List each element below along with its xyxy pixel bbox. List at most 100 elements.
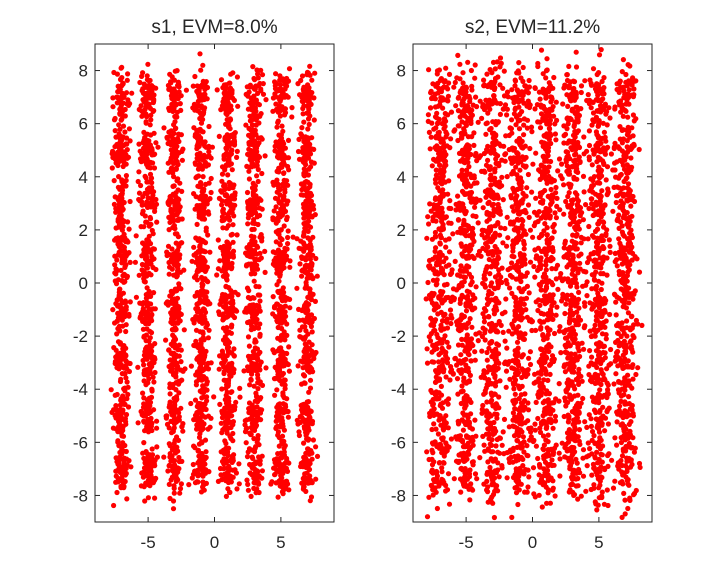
- data-point: [311, 352, 317, 358]
- data-point: [280, 401, 286, 407]
- data-point: [470, 462, 476, 468]
- data-point: [468, 486, 474, 492]
- data-point: [437, 198, 443, 204]
- data-point: [170, 506, 177, 512]
- data-point: [146, 420, 152, 427]
- data-point: [447, 198, 453, 204]
- data-point: [304, 72, 310, 78]
- data-point: [456, 419, 462, 425]
- data-point: [121, 93, 127, 100]
- data-point: [253, 210, 259, 216]
- data-point: [468, 336, 475, 342]
- data-point: [172, 401, 178, 407]
- data-point: [259, 453, 265, 459]
- data-point: [277, 362, 283, 368]
- data-point: [140, 110, 146, 116]
- data-point: [115, 89, 121, 95]
- data-point: [255, 325, 262, 331]
- data-point: [201, 354, 208, 360]
- data-point: [255, 386, 261, 392]
- data-point: [457, 322, 464, 328]
- data-point: [119, 477, 125, 484]
- data-point: [278, 352, 284, 358]
- data-point: [205, 279, 211, 285]
- data-point: [194, 479, 200, 485]
- data-point: [461, 412, 467, 418]
- data-point: [454, 376, 461, 382]
- data-point: [217, 465, 224, 472]
- data-point: [303, 162, 309, 168]
- data-point: [455, 52, 461, 59]
- data-point: [152, 306, 158, 312]
- data-point: [472, 62, 478, 68]
- data-point: [177, 180, 183, 186]
- data-point: [256, 120, 262, 126]
- data-point: [484, 408, 490, 414]
- data-point: [256, 284, 262, 290]
- data-point: [459, 383, 465, 389]
- y-tick-label: 4: [79, 168, 88, 187]
- data-point: [272, 313, 278, 320]
- data-point: [177, 486, 184, 492]
- data-point: [143, 321, 149, 327]
- data-point: [170, 136, 176, 142]
- data-point: [124, 366, 130, 372]
- data-point: [178, 367, 184, 373]
- data-point: [289, 114, 295, 120]
- data-point: [148, 132, 154, 138]
- data-point: [462, 405, 468, 411]
- data-point: [438, 383, 444, 389]
- data-point: [193, 327, 200, 333]
- data-point: [425, 279, 431, 286]
- data-point: [117, 340, 123, 346]
- data-point: [491, 514, 497, 521]
- data-point: [176, 458, 182, 465]
- data-point: [190, 83, 196, 89]
- data-point: [434, 470, 440, 476]
- data-point: [252, 473, 258, 479]
- data-point: [439, 476, 445, 482]
- data-point: [170, 407, 176, 413]
- data-point: [440, 435, 446, 441]
- data-point: [114, 141, 120, 148]
- data-point: [441, 169, 447, 175]
- data-point: [456, 458, 462, 464]
- data-point: [459, 147, 466, 153]
- data-point: [148, 468, 154, 474]
- data-point: [126, 126, 132, 132]
- data-point: [295, 363, 301, 369]
- data-point: [197, 51, 203, 57]
- data-point: [273, 71, 279, 77]
- data-point: [195, 447, 201, 453]
- data-point: [111, 345, 117, 351]
- data-point: [120, 182, 126, 188]
- data-point: [141, 300, 147, 306]
- data-point: [137, 79, 143, 86]
- data-point: [458, 352, 464, 358]
- data-point: [492, 402, 498, 408]
- data-point: [222, 103, 228, 109]
- data-point: [220, 317, 226, 323]
- data-point: [172, 226, 178, 232]
- data-point: [468, 358, 474, 364]
- data-point: [176, 454, 182, 461]
- data-point: [443, 263, 449, 269]
- data-point: [252, 337, 258, 343]
- data-point: [152, 457, 158, 463]
- data-point: [200, 266, 206, 272]
- data-point: [273, 229, 279, 235]
- data-point: [448, 364, 454, 370]
- data-point: [296, 306, 302, 312]
- data-point: [172, 416, 178, 422]
- data-point: [174, 217, 180, 223]
- data-point: [144, 285, 150, 291]
- data-point: [490, 470, 496, 476]
- data-point: [218, 472, 224, 478]
- data-point: [246, 176, 252, 182]
- data-point: [438, 309, 444, 315]
- data-point: [142, 498, 148, 504]
- data-point: [198, 312, 204, 318]
- data-point: [120, 427, 126, 433]
- data-point: [440, 221, 446, 228]
- data-point: [223, 385, 229, 391]
